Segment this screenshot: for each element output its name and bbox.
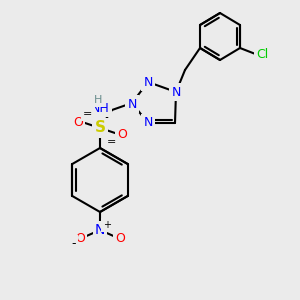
Text: O: O: [115, 232, 125, 244]
Text: N: N: [127, 98, 137, 110]
Text: H: H: [94, 95, 102, 105]
Text: Cl: Cl: [256, 49, 268, 62]
Text: =: =: [83, 109, 93, 119]
Text: N: N: [171, 85, 181, 98]
Text: -: -: [72, 238, 76, 250]
Text: =: =: [107, 137, 117, 147]
Text: N: N: [143, 116, 153, 130]
Text: +: +: [103, 220, 111, 230]
Text: O: O: [75, 232, 85, 244]
Text: S: S: [94, 121, 106, 136]
Text: N: N: [143, 76, 153, 88]
Text: O: O: [73, 116, 83, 128]
Text: O: O: [117, 128, 127, 140]
Text: N: N: [95, 223, 105, 237]
Text: NH: NH: [91, 101, 110, 115]
